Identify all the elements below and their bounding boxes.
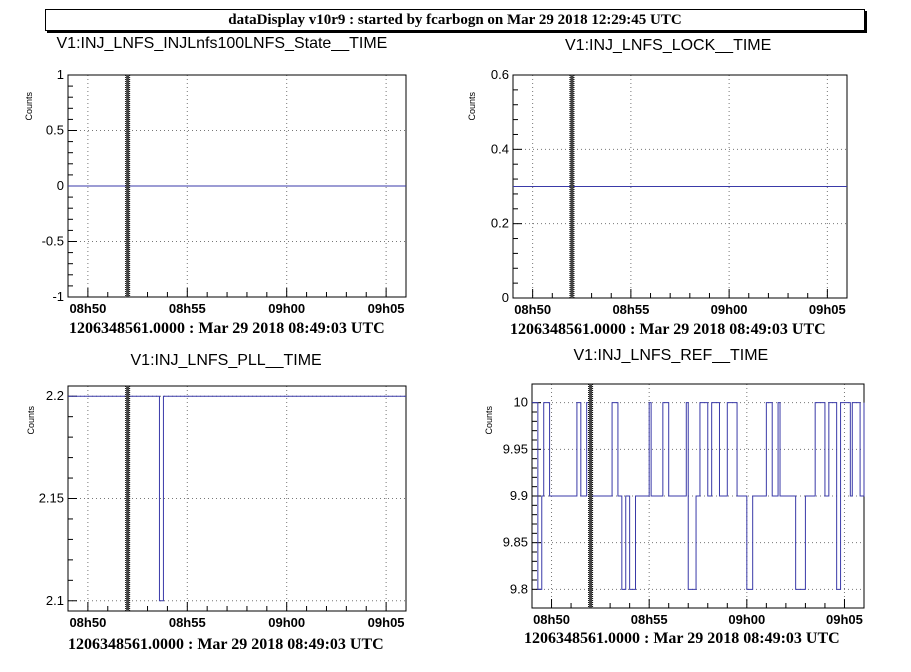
x-tick-label: 08h55 (612, 302, 649, 317)
x-tick-label: 09h05 (809, 302, 846, 317)
plot-footer-timestamp: 1206348561.0000 : Mar 29 2018 08:49:03 U… (69, 320, 385, 337)
x-tick-label: 08h50 (533, 612, 570, 627)
y-tick-label: 0.4 (491, 141, 509, 156)
plot-svg: 2.1 2.15 2.2 08h50 08h55 09h00 09h05 Counts (26, 385, 407, 630)
plot-title: V1:INJ_LNFS_INJLnfs100LNFS_State__TIME (56, 35, 388, 52)
y-tick-label: -0.5 (42, 234, 64, 249)
y-axis-label: Counts (24, 92, 34, 121)
y-tick-label: 9.85 (503, 535, 528, 550)
plot-title: V1:INJ_LNFS_PLL__TIME (130, 352, 322, 369)
y-tick-label: 2.1 (46, 593, 64, 608)
y-tick-label: 2.2 (46, 388, 64, 403)
y-tick-label: 9.95 (503, 441, 528, 456)
y-tick-label: 0 (57, 178, 64, 193)
y-tick-label: -1 (52, 289, 64, 304)
plot-footer-timestamp: 1206348561.0000 : Mar 29 2018 08:49:03 U… (510, 321, 826, 338)
x-tick-label: 09h05 (368, 301, 405, 316)
plot-title: V1:INJ_LNFS_REF__TIME (573, 347, 769, 364)
y-axis-label: Counts (467, 92, 477, 121)
x-tick-label: 08h55 (631, 612, 668, 627)
plot-pad-1: -1 -0.5 0 0.5 1 08h50 08h55 09h00 09h05 Counts V1:… (0, 34, 455, 354)
plot-pad-3: 2.1 2.15 2.2 08h50 08h55 09h00 09h05 Counts V1:I… (0, 352, 455, 672)
time-marker (570, 75, 574, 298)
x-tick-label: 08h50 (69, 615, 106, 630)
x-tick-label: 09h00 (728, 612, 765, 627)
x-tick-label: 08h55 (169, 301, 206, 316)
x-tick-label: 09h00 (711, 302, 748, 317)
y-axis-label: Counts (484, 406, 494, 435)
x-tick-label: 08h55 (169, 615, 206, 630)
y-tick-label: 0 (502, 290, 509, 305)
x-tick-label: 09h05 (368, 615, 405, 630)
x-tick-label: 09h00 (268, 615, 305, 630)
plot-title: V1:INJ_LNFS_LOCK__TIME (565, 37, 772, 54)
plot-svg: 9.8 9.85 9.9 9.95 10 08h50 08h55 09h00 09h05 Coun… (484, 383, 865, 627)
series-line (532, 402, 865, 590)
y-tick-label: 0.5 (46, 123, 64, 138)
y-tick-label: 0.2 (491, 216, 509, 231)
y-tick-label: 2.15 (39, 491, 64, 506)
x-tick-label: 08h50 (69, 301, 106, 316)
y-tick-label: 0.6 (491, 67, 509, 82)
x-tick-label: 08h50 (514, 302, 551, 317)
time-marker (126, 386, 130, 611)
app-header: dataDisplay v10r9 : started by fcarbogn … (45, 9, 865, 31)
plot-pad-4: 9.8 9.85 9.9 9.95 10 08h50 08h55 09h00 09h05 Coun… (455, 347, 911, 672)
plot-pad-2: 0 0.2 0.4 0.6 08h50 08h55 09h00 09h05 Counts V1:I… (455, 34, 911, 354)
plot-footer-timestamp: 1206348561.0000 : Mar 29 2018 08:49:03 U… (524, 630, 840, 647)
y-tick-label: 9.9 (510, 488, 528, 503)
plot-footer-timestamp: 1206348561.0000 : Mar 29 2018 08:49:03 U… (68, 636, 384, 653)
plot-svg: -1 -0.5 0 0.5 1 08h50 08h55 09h00 09h05 Counts (24, 67, 407, 316)
time-marker (589, 384, 593, 608)
x-tick-label: 09h05 (826, 612, 863, 627)
app-header-title: dataDisplay v10r9 : started by fcarbogn … (228, 12, 682, 28)
y-tick-label: 10 (514, 395, 528, 410)
series-line (68, 395, 406, 602)
y-axis-label: Counts (26, 406, 36, 435)
y-tick-label: 9.8 (510, 581, 528, 596)
y-tick-label: 1 (57, 67, 64, 82)
x-tick-label: 09h00 (268, 301, 305, 316)
time-marker (126, 75, 130, 297)
plot-svg: 0 0.2 0.4 0.6 08h50 08h55 09h00 09h05 Counts (467, 67, 848, 317)
